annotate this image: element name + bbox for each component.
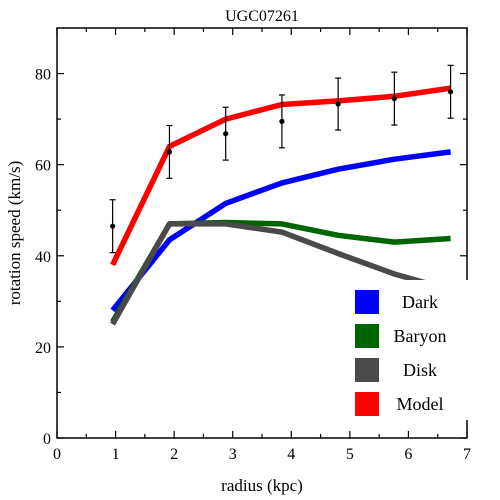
x-tick-label: 3 xyxy=(229,446,237,463)
observed-points xyxy=(109,64,454,254)
data-point xyxy=(110,223,116,229)
series-line-dark xyxy=(110,149,451,313)
x-axis-label: radius (kpc) xyxy=(221,476,303,495)
y-tick-label: 40 xyxy=(35,249,51,266)
x-tick-label: 4 xyxy=(287,446,295,463)
y-tick-label: 60 xyxy=(35,158,51,175)
series-line-disk xyxy=(110,221,452,326)
data-point xyxy=(279,118,285,124)
legend-label-disk: Disk xyxy=(403,360,437,380)
legend-label-baryon: Baryon xyxy=(394,326,447,346)
legend-label-dark: Dark xyxy=(402,292,438,312)
x-tick-label: 1 xyxy=(112,446,120,463)
legend: Dark Baryon Disk Model xyxy=(335,280,470,420)
x-tick-label: 2 xyxy=(170,446,178,463)
data-point xyxy=(391,96,397,102)
y-tick-label: 0 xyxy=(43,431,51,448)
x-tick-label: 0 xyxy=(53,446,61,463)
data-point xyxy=(223,131,229,137)
y-tick-label: 20 xyxy=(35,340,51,357)
y-axis-label: rotation speed (km/s) xyxy=(5,161,24,305)
legend-label-model: Model xyxy=(397,394,444,414)
legend-swatch-model xyxy=(355,392,379,416)
data-point xyxy=(335,101,341,107)
chart-title: UGC07261 xyxy=(225,8,299,25)
legend-swatch-baryon xyxy=(355,324,379,348)
legend-swatch-dark xyxy=(355,290,379,314)
x-tick-label: 7 xyxy=(463,446,471,463)
x-tick-label: 5 xyxy=(346,446,354,463)
y-tick-label: 80 xyxy=(35,67,51,84)
data-point xyxy=(448,89,454,95)
legend-swatch-disk xyxy=(355,358,379,382)
x-tick-label: 6 xyxy=(404,446,412,463)
data-point xyxy=(166,149,173,155)
